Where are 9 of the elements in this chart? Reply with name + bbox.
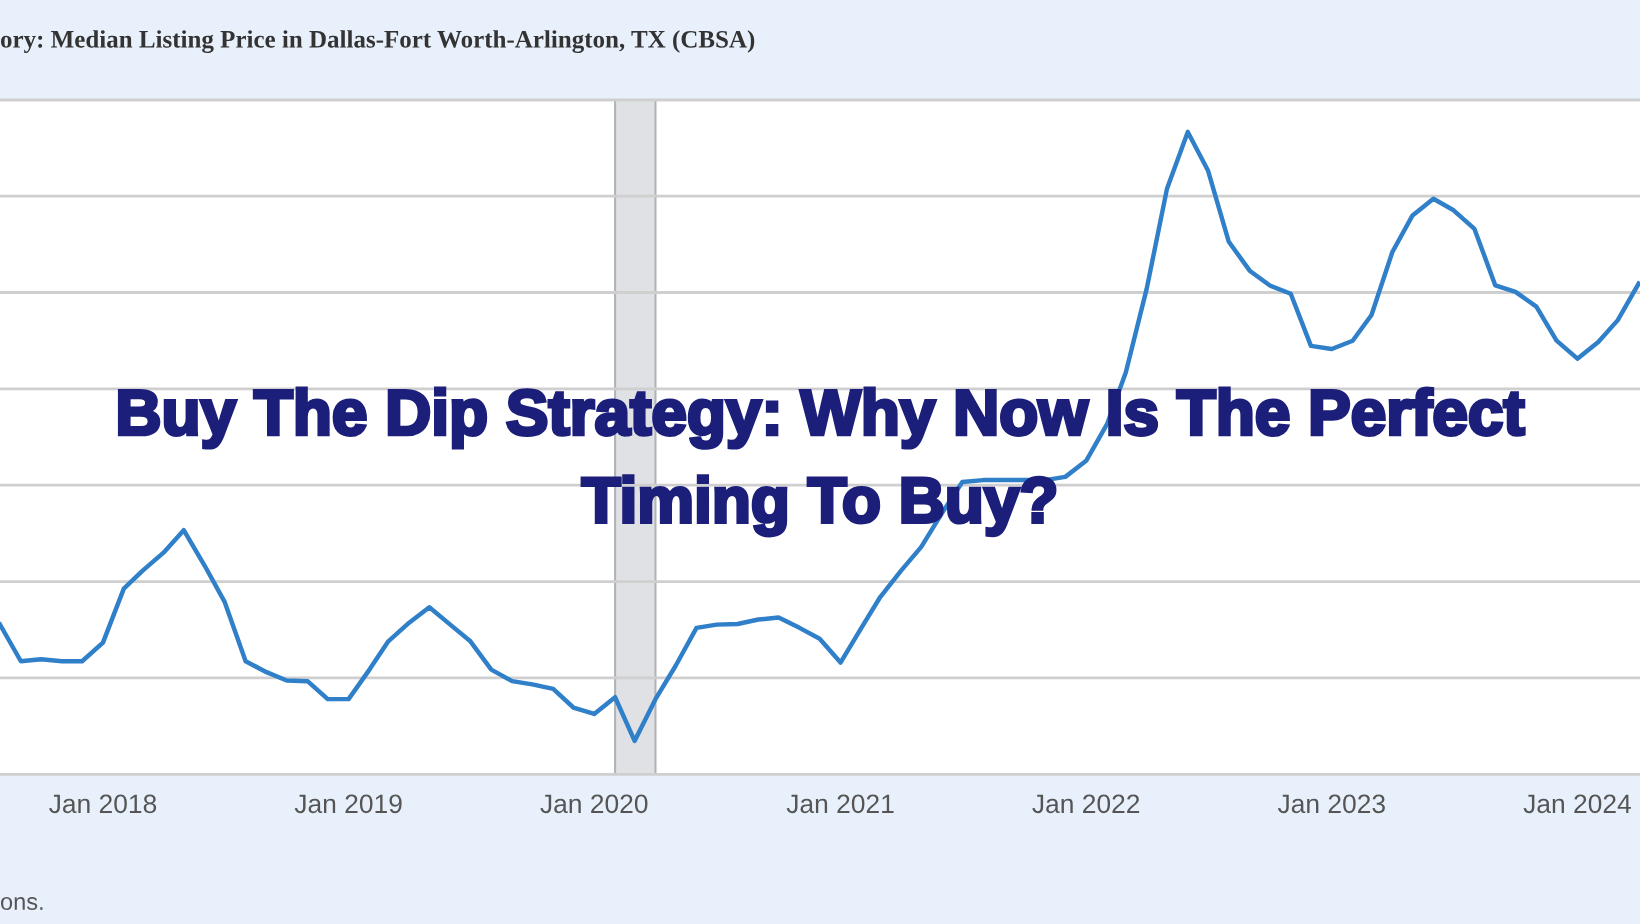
chart-title: ory: Median Listing Price in Dallas-Fort Worth-Arlington, TX (CBSA) bbox=[0, 30, 755, 54]
x-tick-label: Jan 2019 bbox=[294, 794, 402, 814]
x-tick-label: Jan 2020 bbox=[540, 794, 648, 814]
x-tick-label: Jan 2022 bbox=[1032, 794, 1140, 814]
x-tick-label: Jan 2023 bbox=[1277, 794, 1385, 814]
x-tick-label: Jan 2021 bbox=[786, 794, 894, 814]
x-tick-label: Jan 2024 bbox=[1523, 794, 1631, 814]
text: ons. bbox=[0, 897, 43, 911]
x-tick-label: Jan 2018 bbox=[49, 794, 157, 814]
